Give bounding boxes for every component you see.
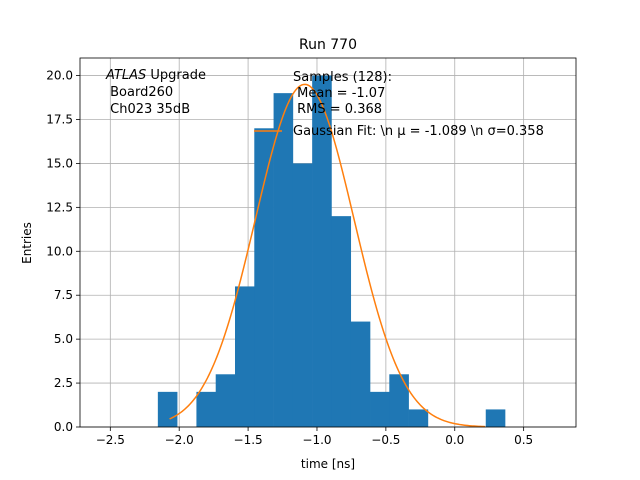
plot-frame — [79, 57, 577, 428]
y-tick-label: 10.0 — [46, 244, 73, 258]
x-axis-label: time [ns] — [301, 457, 355, 471]
histogram-bar — [370, 391, 390, 427]
x-tick-label: 0.0 — [445, 433, 464, 447]
histogram-bar — [331, 216, 352, 427]
histogram-bar — [157, 391, 178, 427]
histogram-bar — [389, 374, 409, 427]
y-tick-label: 20.0 — [46, 69, 73, 83]
y-tick-label: 17.5 — [46, 113, 73, 127]
x-tick-label: −2.5 — [96, 433, 125, 447]
legend-fit-label: Gaussian Fit: \n μ = -1.089 \n σ=0.358 — [293, 124, 544, 139]
y-axis-label: Entries — [20, 222, 34, 264]
histogram-bar — [196, 391, 217, 427]
histogram-bar — [408, 409, 429, 427]
legend: Samples (128): Mean = -1.07 RMS = 0.368 … — [254, 70, 544, 139]
atlas-annotation: ATLAS Upgrade Board260 Ch023 35dB — [105, 68, 206, 117]
gaussian-fit-curve — [169, 83, 486, 428]
histogram-bar — [312, 75, 332, 428]
histogram-bar — [350, 321, 371, 427]
annotation-line-2: Board260 — [106, 85, 173, 100]
annotation-line-3: Ch023 35dB — [106, 102, 190, 117]
y-axis-ticks: 0.0 2.5 5.0 7.5 10.0 12.5 15.0 17.5 20.0 — [46, 69, 80, 434]
histogram-bar — [215, 374, 236, 427]
x-tick-label: −0.5 — [371, 433, 400, 447]
histogram-bar — [292, 163, 313, 427]
y-tick-label: 15.0 — [46, 156, 73, 170]
chart-title: Run 770 — [299, 37, 357, 53]
y-tick-label: 5.0 — [54, 332, 73, 346]
atlas-label: ATLAS — [105, 68, 146, 83]
y-tick-label: 2.5 — [54, 376, 73, 390]
x-tick-label: −1.0 — [302, 433, 331, 447]
x-tick-label: −1.5 — [234, 433, 263, 447]
legend-stats-line-3: RMS = 0.368 — [293, 102, 382, 117]
x-tick-label: −2.0 — [165, 433, 194, 447]
histogram-bar — [254, 128, 274, 428]
annotation-line-1: ATLAS Upgrade — [105, 68, 206, 83]
y-tick-label: 0.0 — [54, 420, 73, 434]
y-tick-label: 7.5 — [54, 288, 73, 302]
histogram-bar — [485, 409, 506, 427]
legend-stats-line-2: Mean = -1.07 — [293, 86, 385, 101]
histogram-bar — [235, 286, 255, 427]
y-tick-label: 12.5 — [46, 200, 73, 214]
upgrade-label: Upgrade — [146, 68, 206, 83]
x-tick-label: 0.5 — [514, 433, 533, 447]
histogram-bar — [273, 93, 294, 428]
x-axis-ticks: −2.5 −2.0 −1.5 −1.0 −0.5 0.0 0.5 — [96, 427, 533, 447]
legend-stats-line-1: Samples (128): — [293, 70, 392, 85]
